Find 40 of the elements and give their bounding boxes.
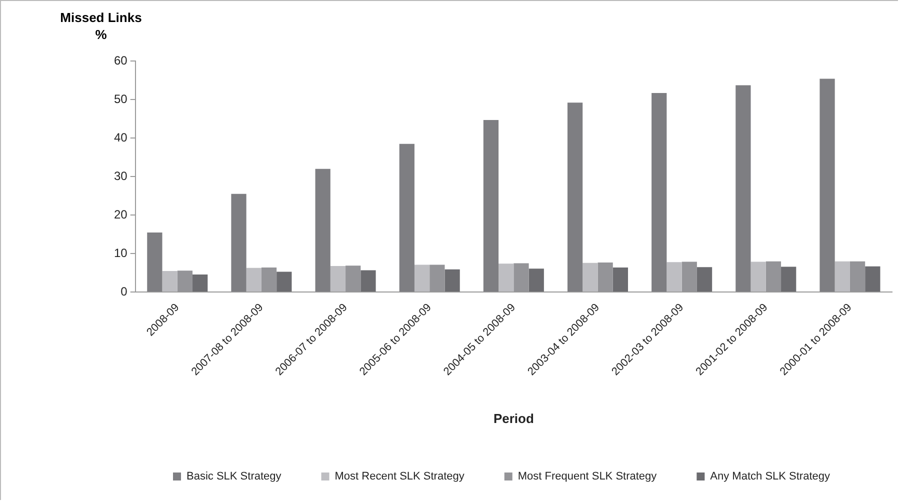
bar [528, 268, 544, 292]
bar [582, 262, 598, 292]
bar [865, 266, 880, 292]
y-tick-label: 60 [114, 53, 128, 68]
bar [444, 269, 460, 292]
bar [736, 85, 751, 292]
bar [162, 270, 178, 292]
bar [246, 268, 262, 292]
legend-label: Most Recent SLK Strategy [334, 470, 465, 483]
bar [315, 168, 330, 292]
bar [330, 266, 346, 292]
bar [276, 272, 292, 292]
bar [192, 274, 208, 292]
y-tick-label: 0 [120, 284, 128, 298]
bar [498, 264, 514, 292]
bar [360, 270, 376, 292]
bar [652, 92, 667, 292]
legend-label: Any Match SLK Strategy [710, 470, 831, 483]
y-axis-title: Missed Links % [59, 9, 143, 43]
bar [834, 261, 850, 292]
y-tick-label: 20 [114, 207, 128, 222]
bar [696, 267, 712, 292]
bar [147, 232, 162, 292]
y-tick-label: 30 [114, 168, 128, 183]
y-tick-label: 40 [114, 130, 128, 144]
bar [414, 264, 430, 292]
bar [399, 144, 414, 292]
legend-label: Basic SLK Strategy [186, 470, 282, 483]
bar [781, 266, 796, 292]
bar [820, 78, 835, 292]
bar [567, 102, 583, 292]
x-axis-title: Period [493, 410, 534, 426]
bar [612, 268, 628, 292]
legend-label: Most Frequent SLK Strategy [518, 470, 658, 483]
y-tick-label: 10 [114, 246, 128, 260]
bar [666, 262, 682, 292]
bar [231, 194, 246, 292]
bar [483, 120, 499, 292]
y-tick-label: 50 [114, 92, 128, 106]
bar [750, 262, 766, 292]
